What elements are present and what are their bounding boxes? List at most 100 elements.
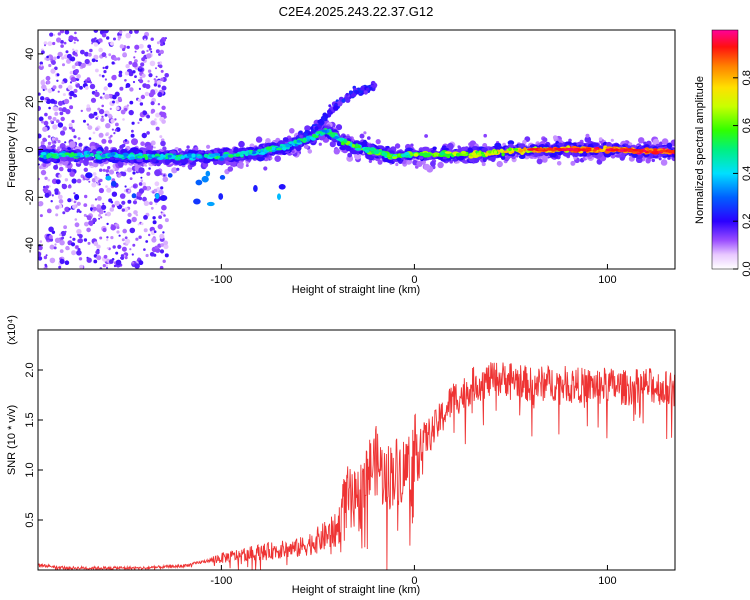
spectrogram-core-cell bbox=[310, 137, 316, 141]
spectrogram-noise-dot bbox=[52, 124, 58, 130]
spectrogram-noise-dot bbox=[93, 42, 99, 47]
spectrogram-halo-dot bbox=[186, 145, 190, 149]
spectrogram-core-cell bbox=[219, 157, 225, 161]
spectrogram-noise-dot bbox=[148, 73, 153, 78]
spectrogram-noise-dot bbox=[76, 201, 81, 206]
spectrogram-noise-dot bbox=[134, 30, 139, 34]
snr-frame bbox=[37, 329, 676, 571]
spectrogram-noise-dot bbox=[43, 185, 46, 189]
spectrogram-noise-dot bbox=[153, 188, 158, 193]
spectrogram-noise-dot bbox=[157, 103, 161, 106]
spectrogram-noise-dot bbox=[46, 80, 51, 85]
spectrogram-band-cell bbox=[256, 156, 265, 162]
spectrogram-noise-dot bbox=[128, 189, 131, 193]
spectrogram-noise-dot bbox=[86, 104, 91, 108]
spectrogram-core-cell bbox=[144, 156, 149, 161]
spectrogram-noise-dot bbox=[84, 86, 89, 90]
spectrogram-noise-dot bbox=[95, 89, 98, 92]
spectrogram-noise-dot bbox=[140, 62, 145, 67]
spectrogram-halo-dot bbox=[263, 166, 268, 171]
spectrogram-noise-dot bbox=[108, 169, 115, 175]
spectrogram-noise-dot bbox=[58, 84, 63, 89]
spectrogram-noise-dot bbox=[134, 44, 140, 50]
spectrogram-blob bbox=[74, 194, 80, 201]
spectrogram-band-cell bbox=[318, 134, 326, 141]
spectrogram-band-cell bbox=[418, 156, 424, 160]
spectrogram-noise-dot bbox=[138, 66, 142, 69]
spectrogram-noise-dot bbox=[54, 137, 59, 141]
spectrogram-halo-dot bbox=[367, 136, 371, 140]
spectrogram-noise-dot bbox=[93, 30, 98, 33]
spectrogram-noise-dot bbox=[124, 71, 129, 76]
spectrogram-peak-cell bbox=[592, 149, 597, 152]
spectrogram-noise-dot bbox=[84, 58, 90, 65]
spectrogram-noise-dot bbox=[121, 238, 125, 242]
spectrogram-core-cell bbox=[265, 146, 272, 150]
spectrogram-noise-dot bbox=[118, 73, 123, 78]
spectrogram-noise-dot bbox=[38, 92, 41, 96]
spectrogram-noise-dot bbox=[142, 196, 147, 202]
spectrogram-noise-dot bbox=[59, 258, 65, 264]
spectrogram-noise-dot bbox=[46, 208, 52, 214]
spectrogram-noise-dot bbox=[131, 261, 135, 264]
spectrogram-noise-dot bbox=[158, 64, 163, 69]
spectrogram-noise-dot bbox=[130, 185, 133, 188]
spectrogram-noise-dot bbox=[121, 171, 127, 177]
spectrogram-noise-dot bbox=[74, 69, 79, 74]
spectrogram-halo-dot bbox=[643, 141, 647, 146]
spectrogram-noise-dot bbox=[160, 69, 164, 73]
spectrogram-noise-dot bbox=[117, 96, 122, 101]
spectrogram-noise-dot bbox=[47, 115, 52, 120]
spectrogram-noise-dot bbox=[95, 68, 99, 73]
spectrogram-blob bbox=[110, 180, 117, 187]
spectrogram-noise-dot bbox=[47, 41, 53, 47]
spectrogram-noise-dot bbox=[150, 120, 156, 126]
spectrogram-halo-dot bbox=[481, 162, 486, 167]
spectrogram-noise-dot bbox=[67, 85, 73, 91]
snr-line-series bbox=[38, 362, 675, 570]
spectrogram-noise-dot bbox=[45, 236, 50, 241]
spectrogram-noise-dot bbox=[132, 61, 138, 68]
spectrogram-noise-dot bbox=[152, 216, 156, 220]
spectrogram-noise-dot bbox=[56, 79, 59, 83]
spectrogram-noise-dot bbox=[145, 240, 149, 243]
spectrogram-halo-dot bbox=[238, 140, 245, 148]
spectrogram-noise-dot bbox=[68, 123, 73, 128]
spectrogram-noise-dot bbox=[124, 139, 128, 142]
spectrogram-noise-dot bbox=[49, 32, 54, 37]
spectrogram-noise-dot bbox=[131, 253, 134, 256]
spectrogram-noise-dot bbox=[160, 42, 164, 47]
spectrogram-noise-dot bbox=[140, 222, 144, 226]
spectrogram-noise-dot bbox=[79, 85, 83, 90]
spectrogram-noise-dot bbox=[73, 192, 76, 195]
spectrogram-core-cell bbox=[383, 152, 388, 157]
spectrogram-noise-dot bbox=[121, 200, 126, 205]
spectrogram-noise-dot bbox=[116, 230, 120, 234]
spectrogram-halo-dot bbox=[556, 161, 562, 166]
spectrogram-noise-dot bbox=[143, 163, 147, 167]
spectrogram-halo-dot bbox=[660, 159, 668, 166]
spectrogram-noise-dot bbox=[69, 171, 75, 177]
spectrogram-halo-dot bbox=[542, 137, 548, 143]
spectrogram-noise-dot bbox=[130, 133, 135, 138]
spectrogram-noise-dot bbox=[145, 84, 151, 89]
spectrogram-halo-dot bbox=[335, 124, 343, 131]
spectrogram-noise-dot bbox=[98, 217, 101, 220]
spectrogram-noise-dot bbox=[153, 146, 156, 149]
spectrogram-noise-dot bbox=[92, 131, 96, 135]
spectrogram-noise-dot bbox=[38, 201, 44, 207]
spectrogram-noise-dot bbox=[129, 87, 134, 92]
spectrogram-noise-dot bbox=[44, 112, 48, 117]
spectrogram-noise-dot bbox=[64, 260, 70, 266]
spectrogram-branch-cell bbox=[304, 133, 308, 137]
spectrogram-noise-dot bbox=[129, 177, 133, 181]
spectrogram-noise-dot bbox=[64, 230, 67, 233]
spectrogram-noise-dot bbox=[76, 250, 82, 256]
spectrogram-noise-dot bbox=[74, 218, 78, 221]
spectrogram-core-cell bbox=[46, 154, 50, 158]
snr-panel: 0.5 1.0 1.5 2.0 -100 0 100 Height of straight… bbox=[6, 315, 676, 596]
colorbar-gradient bbox=[711, 29, 739, 270]
spectrogram-noise-dot bbox=[64, 206, 70, 213]
spectrogram-noise-dot bbox=[97, 107, 101, 111]
spectrogram-heatmap bbox=[38, 30, 675, 269]
